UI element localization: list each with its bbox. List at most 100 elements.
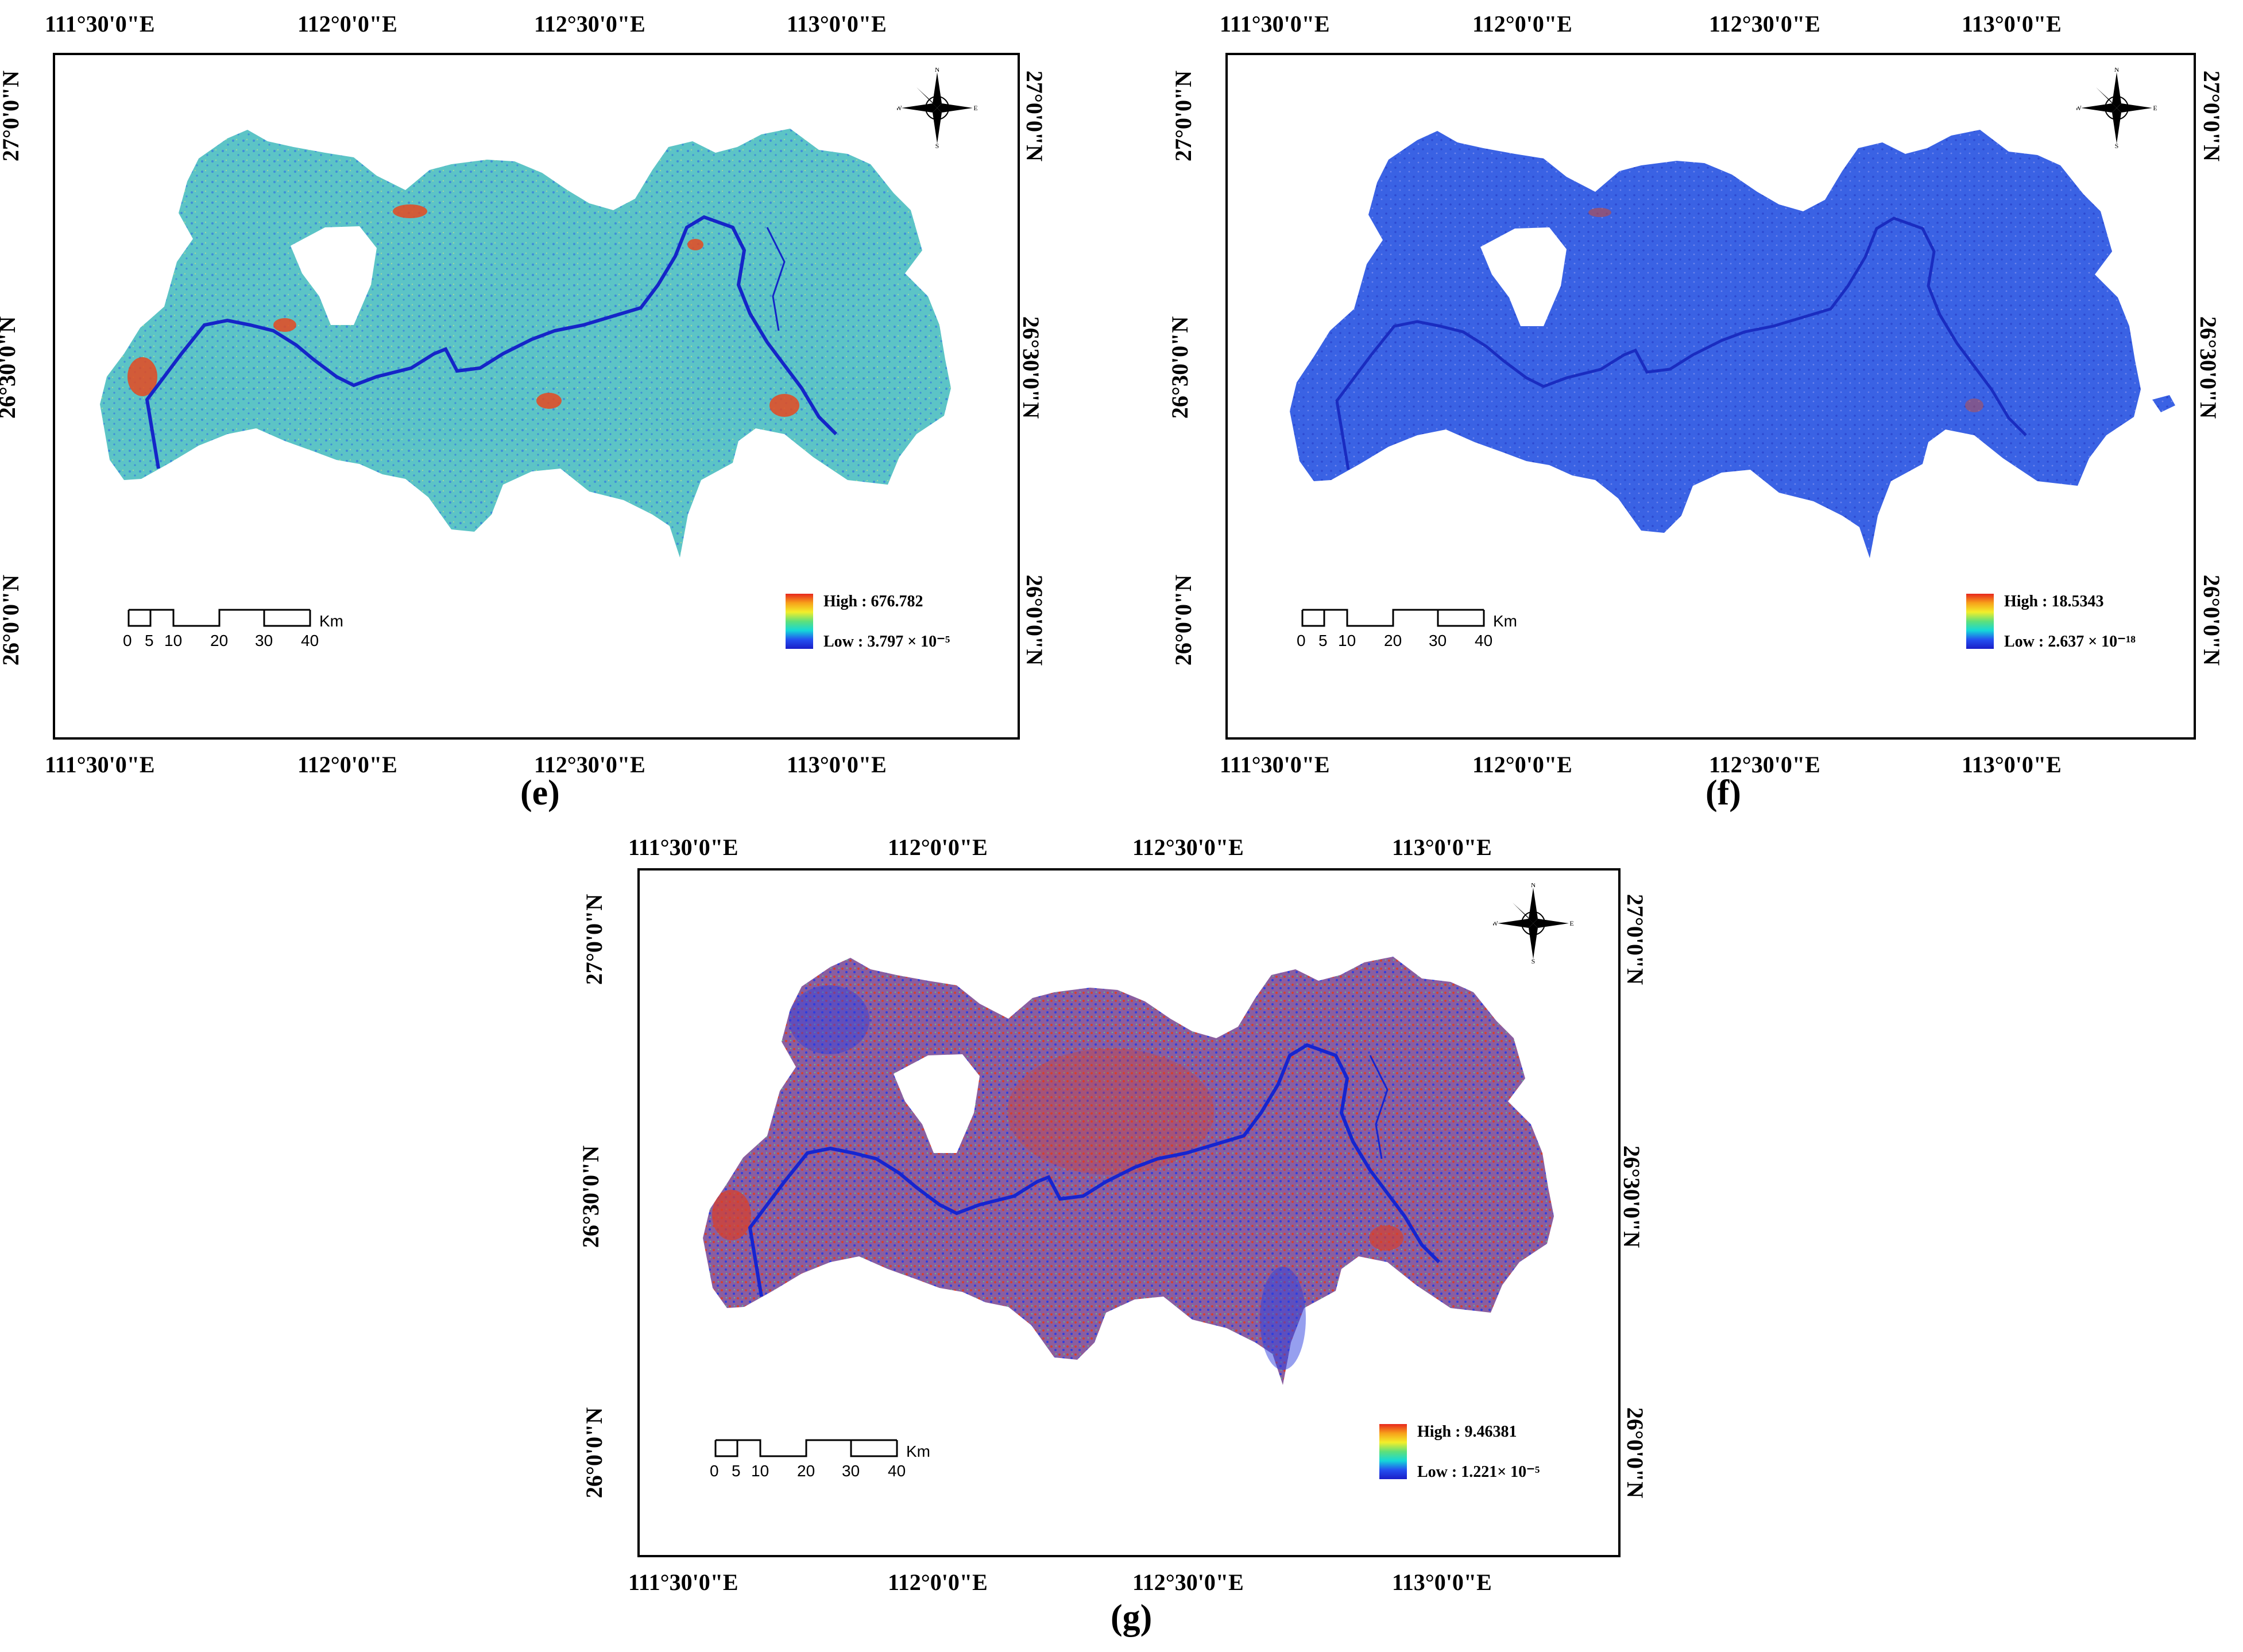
scale-bar-graphic: [1301, 609, 1485, 627]
map-panel-g: N S E W 0 5 10 20 30 40 Km High : 9.4638…: [578, 827, 1665, 1652]
scale-bar-graphic: [127, 609, 311, 627]
longitude-tick-bottom: 113°0'0"E: [1962, 752, 2062, 777]
svg-text:W: W: [2076, 104, 2082, 112]
river-line: [1335, 216, 2027, 470]
longitude-tick-top: 113°0'0"E: [1392, 834, 1492, 860]
scale-bar: 0 5 10 20 30 40 Km: [123, 608, 343, 653]
hotspot: [769, 394, 799, 417]
longitude-tick-top: 112°30'0"E: [1709, 11, 1820, 37]
svg-text:N: N: [935, 68, 940, 73]
longitude-tick-bottom: 112°0'0"E: [888, 1569, 988, 1595]
hotspot: [393, 204, 427, 218]
hotspot: [1260, 1267, 1306, 1370]
scale-unit: Km: [1493, 612, 1517, 630]
scale-label: 5: [732, 1462, 741, 1480]
longitude-tick-bottom: 112°30'0"E: [1709, 752, 1820, 777]
hotspot: [1588, 208, 1611, 217]
panel-caption: (f): [1706, 773, 1741, 813]
scale-unit: Km: [906, 1442, 930, 1460]
longitude-tick-top: 112°0'0"E: [1472, 11, 1572, 37]
longitude-tick-top: 113°0'0"E: [787, 11, 887, 37]
hotspot: [1965, 399, 1983, 412]
scale-label: 30: [1429, 632, 1447, 649]
scale-unit: Km: [319, 612, 343, 630]
longitude-tick-top: 112°0'0"E: [888, 834, 988, 860]
latitude-tick-left: 26°30'0"N: [0, 316, 21, 419]
scale-label: 40: [1475, 632, 1493, 649]
compass-rose-icon: N S E W: [2075, 65, 2157, 150]
scale-label: 5: [145, 632, 154, 649]
svg-text:E: E: [973, 104, 977, 112]
river-line: [145, 215, 838, 469]
scale-bar: 0 5 10 20 30 40 Km: [710, 1438, 930, 1484]
map-frame: N S E W 0 5 10 20 30 40 Km High : 18.534…: [1225, 53, 2196, 740]
latitude-tick-right: 26°30'0"N: [1018, 316, 1045, 419]
longitude-tick-bottom: 111°30'0"E: [628, 1569, 738, 1595]
longitude-tick-top: 112°0'0"E: [297, 11, 397, 37]
scale-label: 20: [1384, 632, 1402, 649]
latitude-tick-left: 26°0'0"N: [1170, 574, 1197, 666]
legend-low-label: Low : 2.637 × 10⁻¹⁸: [2004, 633, 2136, 651]
svg-text:S: S: [2115, 142, 2119, 148]
longitude-tick-bottom: 112°30'0"E: [534, 752, 645, 777]
legend-color-ramp: [1966, 594, 1994, 649]
latitude-tick-left: 26°30'0"N: [1167, 316, 1193, 419]
latitude-tick-right: 27°0'0"N: [1622, 893, 1649, 985]
latitude-tick-right: 27°0'0"N: [2199, 70, 2225, 162]
map-frame: N S E W 0 5 10 20 30 40 Km High : 9.4638…: [637, 868, 1621, 1557]
scale-label: 40: [301, 632, 319, 649]
legend-low-label: Low : 1.221× 10⁻⁵: [1417, 1463, 1540, 1481]
latitude-tick-left: 26°0'0"N: [581, 1407, 608, 1499]
scale-label: 40: [888, 1462, 906, 1480]
svg-text:E: E: [2153, 104, 2157, 112]
map-panel-e: N S E W 0 5 10 20 30 40 Km High : 676.78…: [0, 0, 1047, 827]
panel-caption: (e): [520, 773, 560, 813]
longitude-tick-top: 112°30'0"E: [534, 11, 645, 37]
longitude-tick-bottom: 111°30'0"E: [1220, 752, 1330, 777]
map-frame: N S E W 0 5 10 20 30 40 Km High : 676.78…: [53, 53, 1020, 740]
map-canvas: [100, 129, 951, 558]
scale-bar-graphic: [714, 1439, 898, 1457]
longitude-tick-bottom: 111°30'0"E: [45, 752, 155, 777]
latitude-tick-left: 27°0'0"N: [0, 70, 24, 162]
longitude-tick-bottom: 112°0'0"E: [1472, 752, 1572, 777]
scale-label: 10: [1338, 632, 1356, 649]
longitude-tick-top: 111°30'0"E: [1220, 11, 1330, 37]
svg-text:N: N: [1531, 883, 1536, 889]
scale-label: 30: [255, 632, 273, 649]
latitude-tick-left: 27°0'0"N: [1170, 70, 1197, 162]
latitude-tick-left: 26°30'0"N: [578, 1145, 604, 1248]
scale-label: 0: [1297, 632, 1306, 649]
outlier-region: [2152, 395, 2175, 412]
longitude-tick-top: 113°0'0"E: [1962, 11, 2062, 37]
longitude-tick-bottom: 113°0'0"E: [1392, 1569, 1492, 1595]
latitude-tick-right: 26°30'0"N: [2195, 316, 2222, 419]
svg-text:N: N: [2114, 68, 2120, 73]
svg-text:W: W: [897, 104, 902, 112]
lake-hole: [894, 1054, 980, 1153]
longitude-tick-top: 111°30'0"E: [45, 11, 155, 37]
hotspot: [127, 357, 157, 396]
latitude-tick-right: 26°0'0"N: [1022, 574, 1048, 666]
scale-label: 20: [210, 632, 229, 649]
scale-label: 10: [164, 632, 183, 649]
longitude-tick-top: 112°30'0"E: [1132, 834, 1244, 860]
legend-high-label: High : 676.782: [823, 593, 923, 610]
scale-label: 0: [123, 632, 132, 649]
hotspot: [712, 1190, 751, 1240]
latitude-tick-right: 27°0'0"N: [1022, 70, 1048, 162]
river-line: [1369, 1055, 1389, 1159]
svg-text:S: S: [935, 142, 939, 148]
legend-high-label: High : 18.5343: [2004, 593, 2104, 610]
hotspot: [687, 239, 703, 250]
hotspot: [789, 985, 869, 1054]
svg-text:W: W: [1493, 919, 1498, 927]
panel-caption: (g): [1111, 1598, 1153, 1637]
hotspot: [1369, 1225, 1403, 1251]
lake-hole: [291, 226, 377, 325]
map-canvas: [703, 957, 1554, 1385]
longitude-tick-bottom: 112°0'0"E: [297, 752, 397, 777]
longitude-tick-top: 111°30'0"E: [628, 834, 738, 860]
scale-label: 0: [710, 1462, 719, 1480]
scale-label: 30: [842, 1462, 860, 1480]
